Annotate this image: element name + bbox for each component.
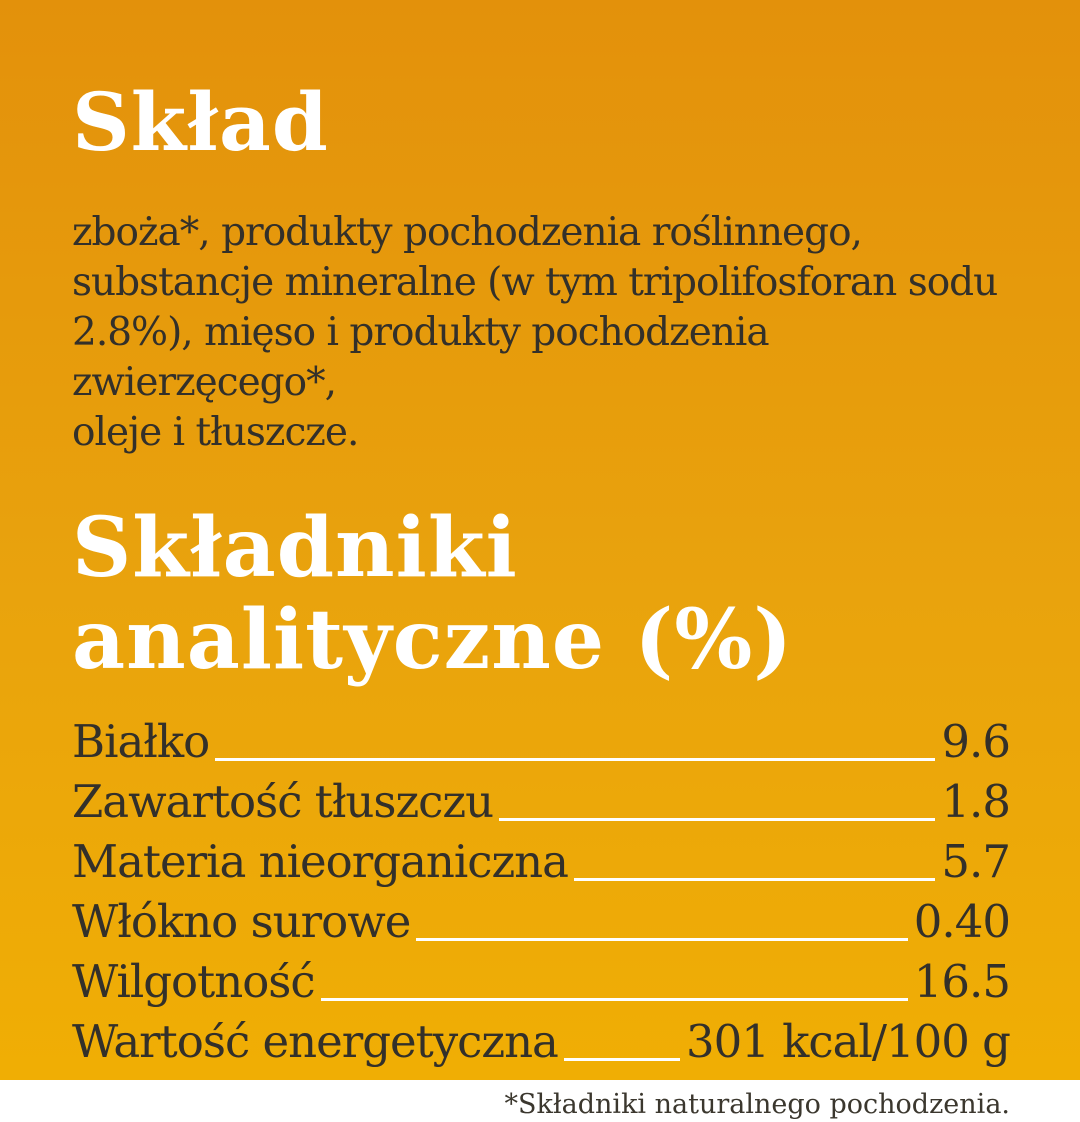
leader-line: [416, 938, 908, 941]
composition-body-line: substancje mineralne (w tym tripolifosfo…: [72, 260, 998, 305]
row-value: 5.7: [941, 835, 1011, 888]
composition-body-line: oleje i tłuszcze.: [72, 410, 359, 455]
analytical-row: Wilgotność 16.5: [72, 952, 1011, 1012]
composition-body: zboża*, produkty pochodzenia roślinnego,…: [72, 208, 1010, 458]
composition-title: Skład: [72, 75, 329, 169]
analytical-row: Białko 9.6: [72, 712, 1011, 772]
analytical-title-line1: Składniki: [72, 500, 518, 596]
row-label: Zawartość tłuszczu: [72, 775, 494, 828]
row-label: Materia nieorganiczna: [72, 835, 569, 888]
leader-line: [563, 1058, 680, 1061]
row-label: Wartość energetyczna: [72, 1015, 559, 1068]
row-value: 16.5: [913, 955, 1011, 1008]
analytical-title: Składniki analityczne (%): [72, 502, 1010, 686]
row-value: 9.6: [941, 715, 1011, 768]
row-label: Wilgotność: [72, 955, 316, 1008]
row-label: Białko: [72, 715, 210, 768]
leader-line: [320, 998, 908, 1001]
composition-body-line: 2.8%), mięso i produkty pochodzenia zwie…: [72, 310, 770, 405]
row-value: 0.40: [913, 895, 1011, 948]
composition-body-line: zboża*, produkty pochodzenia roślinnego,: [72, 210, 863, 255]
leader-line: [215, 758, 936, 761]
analytical-row: Wartość energetyczna 301 kcal/100 g: [72, 1012, 1011, 1072]
analytical-row: Włókno surowe 0.40: [72, 892, 1011, 952]
analytical-row: Materia nieorganiczna 5.7: [72, 832, 1011, 892]
row-value: 301 kcal/100 g: [685, 1015, 1011, 1068]
leader-line: [499, 818, 936, 821]
row-value: 1.8: [941, 775, 1011, 828]
analytical-title-line2: analityczne (%): [72, 592, 794, 688]
analytical-row: Zawartość tłuszczu 1.8: [72, 772, 1011, 832]
analytical-table: Białko 9.6 Zawartość tłuszczu 1.8 Materi…: [72, 712, 1011, 1072]
footnote: *Składniki naturalnego pochodzenia.: [504, 1089, 1010, 1120]
leader-line: [574, 878, 936, 881]
row-label: Włókno surowe: [72, 895, 411, 948]
